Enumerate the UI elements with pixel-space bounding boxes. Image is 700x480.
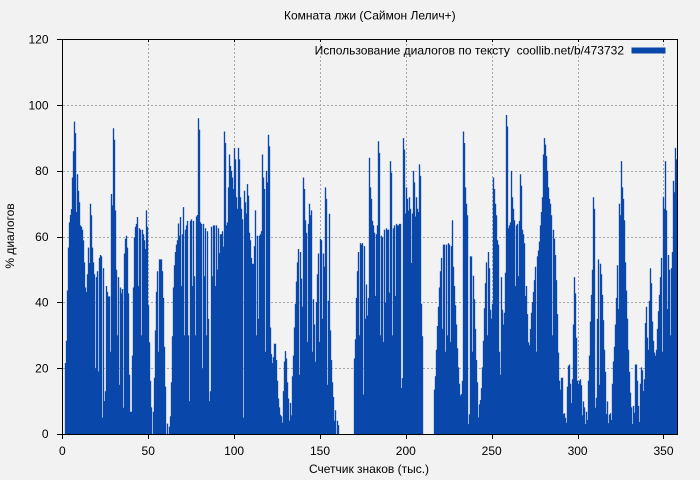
- svg-text:50: 50: [142, 444, 156, 458]
- svg-text:20: 20: [35, 361, 49, 375]
- svg-text:200: 200: [396, 444, 416, 458]
- svg-text:% диалогов: % диалогов: [3, 203, 17, 268]
- svg-text:0: 0: [42, 427, 49, 441]
- svg-text:250: 250: [482, 444, 502, 458]
- svg-text:60: 60: [35, 230, 49, 244]
- svg-text:100: 100: [224, 444, 244, 458]
- svg-text:120: 120: [28, 33, 48, 47]
- svg-text:40: 40: [35, 296, 49, 310]
- svg-text:80: 80: [35, 164, 49, 178]
- svg-text:Комната лжи (Саймон Лелич+): Комната лжи (Саймон Лелич+): [284, 9, 456, 23]
- svg-text:350: 350: [653, 444, 673, 458]
- svg-text:0: 0: [59, 444, 66, 458]
- svg-text:Счетчик знаков (тыс.): Счетчик знаков (тыс.): [309, 462, 429, 476]
- svg-text:150: 150: [310, 444, 330, 458]
- svg-text:Использование диалогов по текс: Использование диалогов по тексту coollib…: [315, 44, 625, 58]
- svg-text:100: 100: [28, 98, 48, 112]
- svg-text:300: 300: [568, 444, 588, 458]
